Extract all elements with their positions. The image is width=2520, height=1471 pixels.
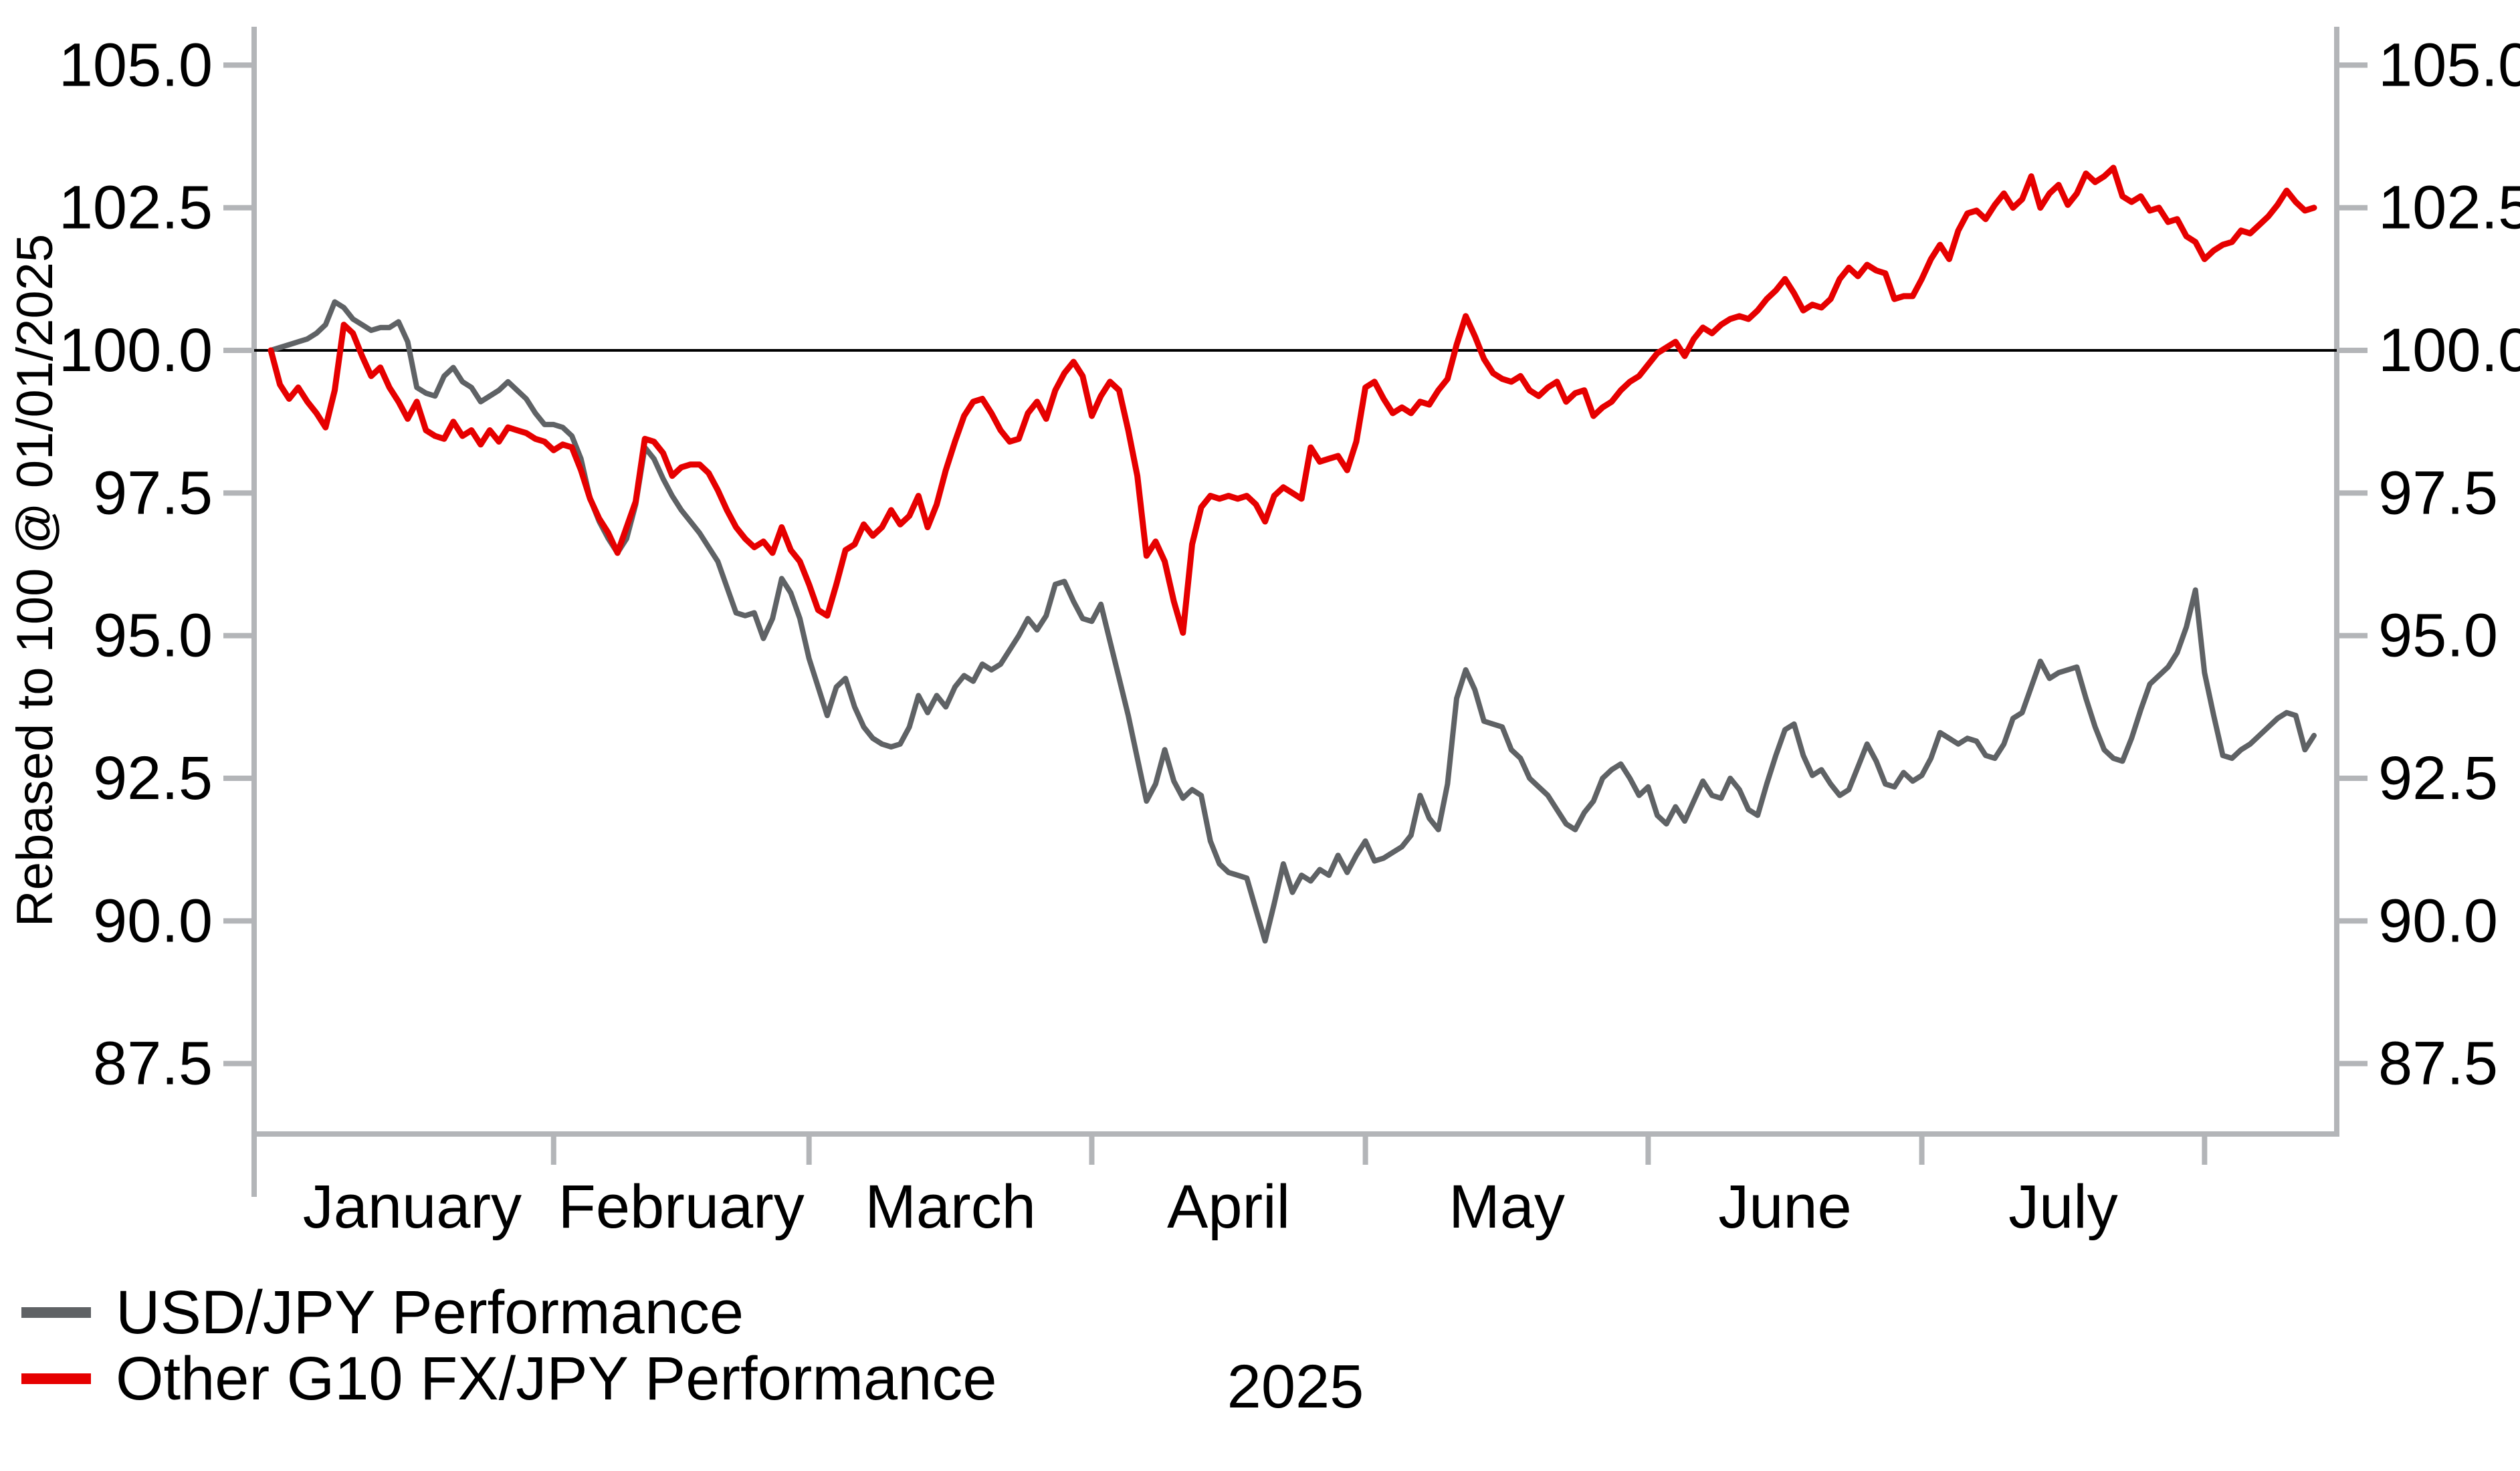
- x-month-label: May: [1449, 1173, 1565, 1241]
- axis-labels-group: 105.0 105.0 102.5 102.5 100.0 100.0 97.5 97.5 95…: [59, 31, 2520, 1241]
- y-tick-left: [223, 62, 254, 68]
- y-tick-left: [223, 490, 254, 496]
- legend-label-g10: Other G10 FX/JPY Performance: [116, 1345, 997, 1413]
- y-tick-right: [2337, 1060, 2368, 1066]
- y-axis-left-bar: [251, 27, 257, 1197]
- y-tick-label-left: 87.5: [93, 1030, 213, 1098]
- y-tick-label-right: 102.5: [2378, 174, 2520, 242]
- y-tick-right: [2337, 775, 2368, 781]
- y-tick-label-right: 95.0: [2378, 602, 2498, 670]
- axes-group: [223, 27, 2368, 1197]
- y-tick-label-right: 100.0: [2378, 316, 2520, 384]
- y-tick-right: [2337, 633, 2368, 639]
- y-tick-label-left: 105.0: [59, 31, 213, 99]
- y-tick-left: [223, 633, 254, 639]
- x-axis-baseline: [254, 1131, 2337, 1137]
- x-month-label: July: [2008, 1173, 2118, 1241]
- y-axis-right-bar: [2334, 27, 2339, 1137]
- x-axis-year-label: 2025: [1227, 1353, 1364, 1421]
- y-tick-left: [223, 918, 254, 924]
- x-month-label: June: [1718, 1173, 1852, 1241]
- y-tick-label-right: 97.5: [2378, 459, 2498, 527]
- y-tick-label-left: 102.5: [59, 174, 213, 242]
- y-tick-right: [2337, 490, 2368, 496]
- y-tick-right: [2337, 62, 2368, 68]
- x-month-tick: [1362, 1137, 1368, 1165]
- series-line-1: [268, 164, 2317, 636]
- x-month-label: January: [303, 1173, 522, 1241]
- y-tick-label-right: 92.5: [2378, 744, 2498, 812]
- y-tick-label-right: 90.0: [2378, 887, 2498, 955]
- y-tick-left: [223, 205, 254, 211]
- y-tick-left: [223, 775, 254, 781]
- x-month-label: March: [865, 1173, 1036, 1241]
- x-month-label: April: [1167, 1173, 1290, 1241]
- y-axis-title: Rebased to 100 @ 01/01/2025: [7, 234, 64, 927]
- x-month-label: February: [558, 1173, 805, 1241]
- x-month-tick: [1645, 1137, 1651, 1165]
- x-month-tick: [806, 1137, 812, 1165]
- y-tick-label-left: 100.0: [59, 316, 213, 384]
- x-month-tick: [550, 1137, 556, 1165]
- y-tick-label-left: 92.5: [93, 744, 213, 812]
- y-tick-left: [223, 1060, 254, 1066]
- y-tick-right: [2337, 918, 2368, 924]
- series-line-0: [268, 299, 2317, 944]
- legend-label-usdjpy: USD/JPY Performance: [116, 1278, 744, 1347]
- legend: USD/JPY Performance Other G10 FX/JPY Per…: [21, 1278, 997, 1413]
- series-group: [254, 164, 2337, 944]
- y-tick-label-left: 90.0: [93, 887, 213, 955]
- x-month-tick: [1089, 1137, 1095, 1165]
- y-tick-right: [2337, 205, 2368, 211]
- y-tick-right: [2337, 348, 2368, 353]
- x-month-tick: [2202, 1137, 2208, 1165]
- y-tick-label-right: 105.0: [2378, 31, 2520, 99]
- y-tick-label-left: 97.5: [93, 459, 213, 527]
- y-tick-label-right: 87.5: [2378, 1030, 2498, 1098]
- y-tick-label-left: 95.0: [93, 602, 213, 670]
- x-month-tick: [1919, 1137, 1925, 1165]
- y-tick-left: [223, 348, 254, 353]
